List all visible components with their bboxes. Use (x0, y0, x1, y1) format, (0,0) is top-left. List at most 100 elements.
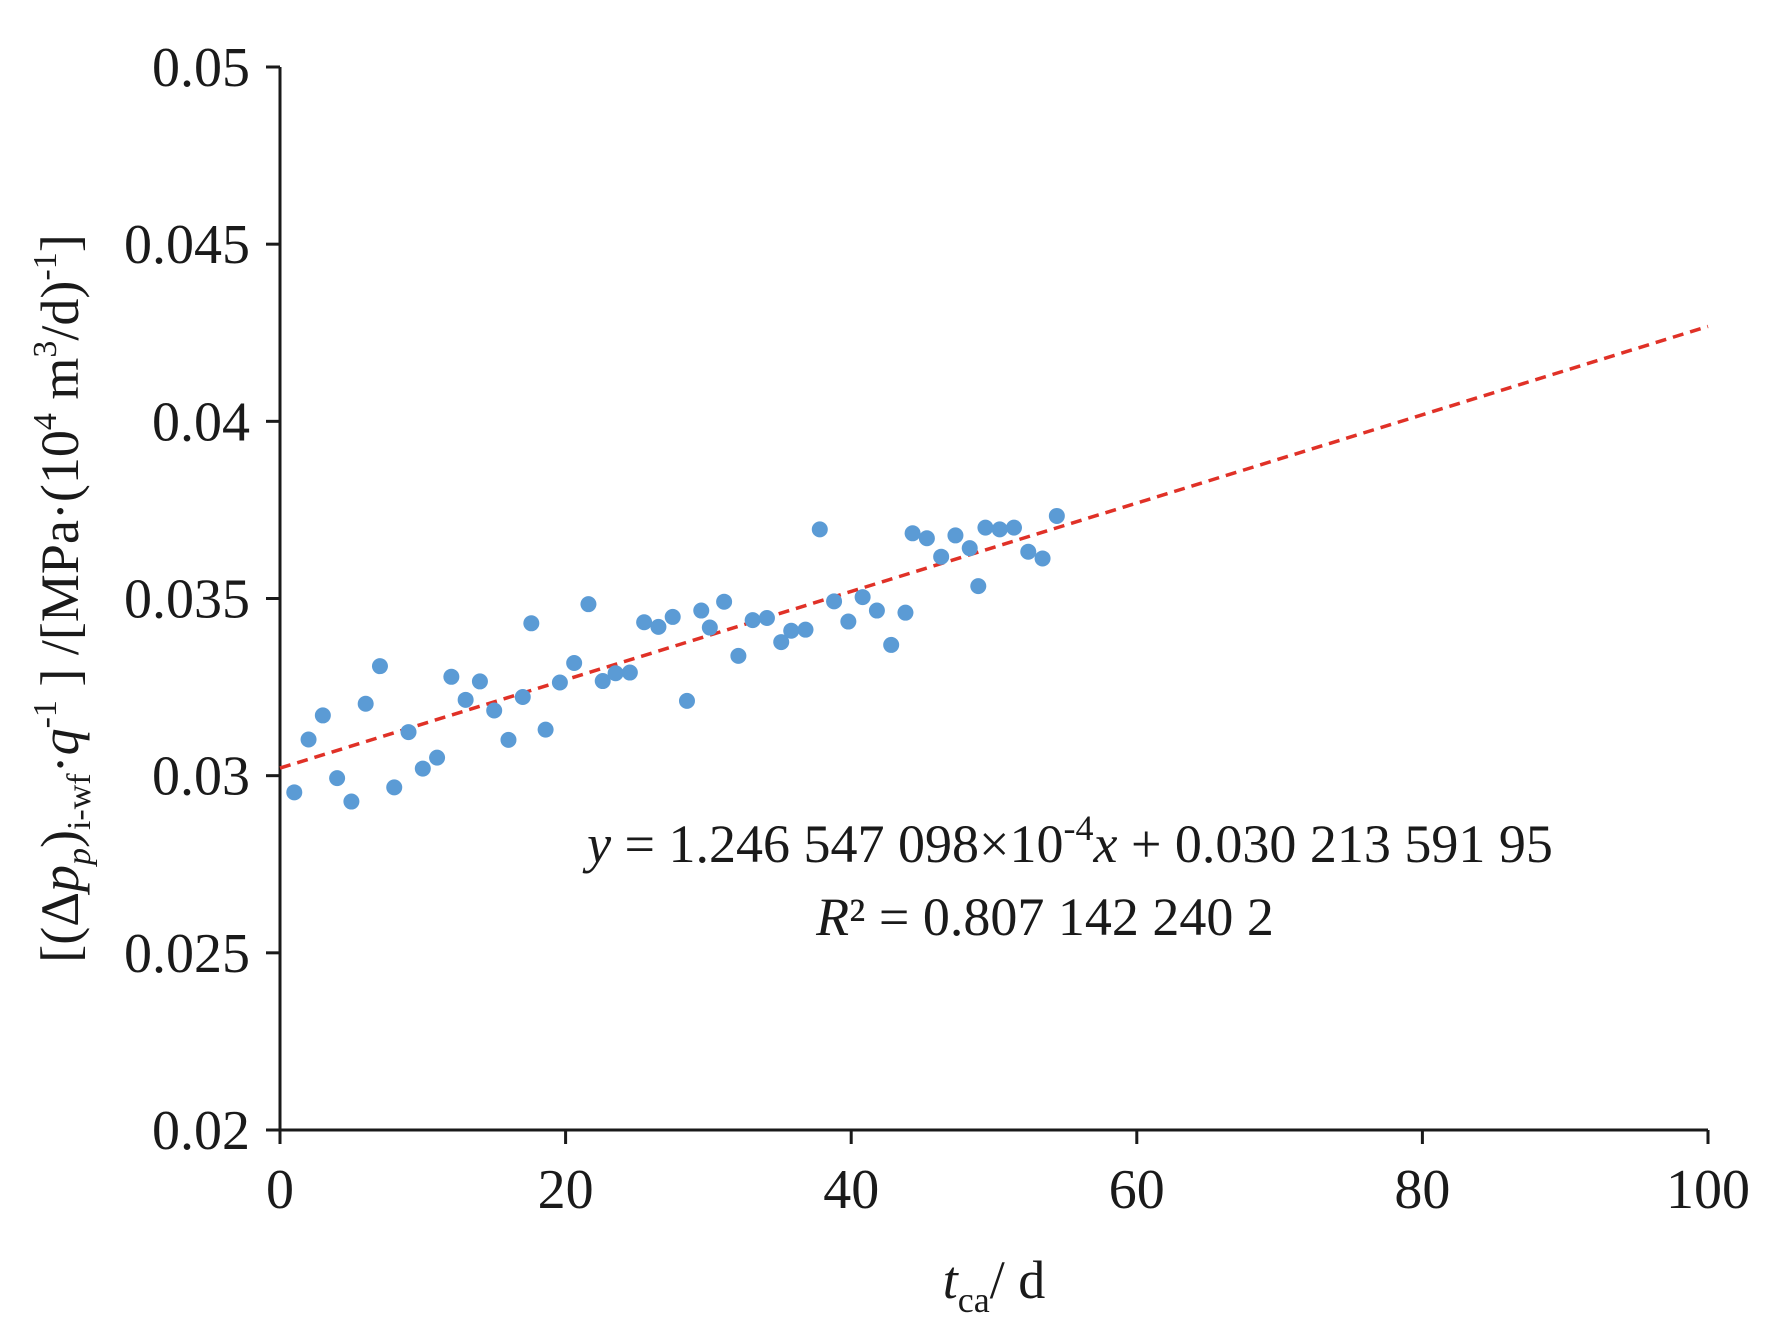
y-tick-label: 0.04 (152, 391, 250, 453)
y-title-p-subscript: p (61, 848, 98, 867)
y-tick-label: 0.03 (152, 746, 250, 808)
r-squared-var: R (815, 887, 849, 947)
data-point (868, 602, 885, 619)
y-axis-title: [(Δpp)i-wf·q-1 ] /[MPa·(104 m3/d)-1] (27, 234, 98, 962)
data-point (329, 770, 346, 787)
y-title-dot: · (30, 755, 90, 773)
data-point (883, 636, 900, 653)
y-title-q-superscript: -1 (27, 700, 64, 728)
data-point (991, 521, 1008, 538)
data-point (486, 702, 503, 719)
y-tick-label: 0.02 (152, 1100, 250, 1162)
equation-intercept: + 0.030 213 591 95 (1117, 814, 1552, 874)
data-point (650, 618, 667, 635)
data-point (537, 721, 554, 738)
regression-equation: y = 1.246 547 098×10-4x + 0.030 213 591 … (582, 808, 1553, 874)
data-point (1048, 507, 1065, 524)
data-points (286, 507, 1065, 810)
data-point (443, 668, 460, 685)
x-tick-label: 40 (823, 1159, 879, 1221)
y-title-10-superscript: 4 (27, 413, 64, 430)
data-point (961, 540, 978, 557)
x-axis-subscript: ca (958, 1280, 990, 1319)
data-point (566, 654, 583, 671)
data-point (783, 622, 800, 639)
y-title-q: q (30, 728, 90, 755)
r-squared-label: R² = 0.807 142 240 2 (815, 887, 1274, 947)
data-point (1020, 543, 1037, 560)
equation-y-var: y (582, 814, 611, 874)
x-axis-var: t (943, 1250, 960, 1310)
data-point (758, 609, 775, 626)
data-point (773, 634, 790, 651)
data-point (514, 689, 531, 706)
data-point (716, 593, 733, 610)
x-axis-title: tca/ d (943, 1250, 1046, 1319)
data-point (933, 548, 950, 565)
data-point (471, 673, 488, 690)
x-tick-label: 20 (538, 1159, 594, 1221)
y-title-d-superscript: -1 (27, 252, 64, 280)
trendline-group (279, 324, 1709, 770)
y-title-unit-d: /d) (30, 281, 90, 341)
x-ticks: 0 20 40 60 80 100 (266, 1130, 1750, 1221)
data-point (523, 615, 540, 632)
data-point (970, 578, 987, 595)
x-axis-unit: / d (990, 1250, 1046, 1310)
y-tick-label: 0.025 (124, 923, 250, 985)
data-point (386, 779, 403, 796)
y-title-iwf-subscript: i-wf (61, 773, 98, 830)
x-tick-label: 0 (266, 1159, 294, 1221)
y-tick-label: 0.045 (124, 214, 250, 276)
data-point (1005, 519, 1022, 536)
y-ticks: 0.02 0.025 0.03 0.035 0.04 0.045 0.05 (124, 37, 280, 1162)
data-point (429, 749, 446, 766)
data-point (607, 665, 624, 682)
equation-x-var: x (1092, 814, 1117, 874)
x-tick-label: 80 (1394, 1159, 1450, 1221)
data-point (797, 621, 814, 638)
data-point (701, 619, 718, 636)
axes (278, 67, 1708, 1132)
data-point (664, 608, 681, 625)
x-tick-label: 60 (1109, 1159, 1165, 1221)
y-title-m-superscript: 3 (27, 341, 64, 358)
data-point (314, 707, 331, 724)
y-title-p: p (30, 865, 90, 896)
data-point (730, 647, 747, 664)
data-point (371, 658, 388, 675)
data-point (580, 596, 597, 613)
data-point (744, 612, 761, 629)
equation-exponent: -4 (1063, 808, 1093, 848)
data-point (551, 674, 568, 691)
data-point (977, 519, 994, 536)
data-point (826, 593, 843, 610)
r-squared-value: ² = 0.807 142 240 2 (849, 887, 1274, 947)
x-tick-label: 100 (1666, 1159, 1750, 1221)
y-title-close-bracket: ] (30, 234, 90, 252)
data-point (897, 604, 914, 621)
data-point (947, 527, 964, 544)
data-point (414, 760, 431, 777)
data-point (811, 521, 828, 538)
data-point (854, 589, 871, 606)
data-point (343, 793, 360, 810)
data-point (621, 664, 638, 681)
data-point (693, 602, 710, 619)
data-point (457, 691, 474, 708)
y-title-unit-part-1: ] /[MPa·(10 (30, 430, 90, 700)
data-point (594, 673, 611, 690)
data-point (904, 525, 921, 542)
y-title-close-paren: ) (30, 830, 90, 848)
y-title-unit-m: m (30, 358, 90, 414)
data-point (357, 695, 374, 712)
data-point (678, 692, 695, 709)
data-point (300, 731, 317, 748)
data-point (286, 784, 303, 801)
y-tick-label: 0.05 (152, 37, 250, 99)
trendline (279, 324, 1709, 770)
equation-slope: = 1.246 547 098×10 (611, 814, 1063, 874)
data-point (500, 731, 517, 748)
y-title-part-1: [(Δ (30, 892, 90, 963)
